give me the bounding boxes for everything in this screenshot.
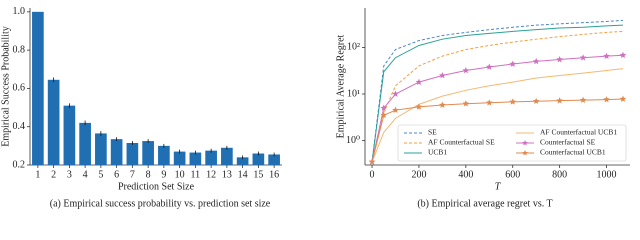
x-tick-label: 3 — [67, 169, 72, 180]
x-tick-label: 15 — [253, 169, 263, 180]
star-marker — [619, 95, 627, 102]
star-marker — [532, 97, 540, 105]
bar — [79, 122, 91, 165]
caption: (a) Empirical success probability vs. pr… — [50, 198, 271, 209]
x-tick-label: 14 — [238, 169, 248, 180]
star-marker — [509, 98, 517, 105]
bar — [32, 11, 44, 165]
bar — [221, 147, 233, 165]
y-tick-label: 0.2 — [13, 159, 26, 170]
bar — [268, 154, 280, 165]
star-marker — [532, 57, 540, 65]
legend-label: AF Counterfactual SE — [428, 138, 495, 147]
bar — [63, 105, 76, 165]
y-tick-label: 0.8 — [13, 44, 26, 55]
y-axis-label: Empirical Success Probability — [0, 26, 11, 147]
y-axis-label: Empirical Average Regret — [335, 34, 346, 138]
star-marker — [509, 60, 517, 67]
bar — [173, 151, 186, 165]
x-axis-label: T — [495, 181, 502, 192]
bar — [47, 79, 60, 165]
legend-label: Counterfactual SE — [540, 138, 596, 147]
bar — [189, 152, 202, 165]
x-tick-label: 9 — [161, 169, 166, 180]
star-marker — [603, 52, 610, 59]
bar — [95, 133, 107, 165]
x-tick-label: 5 — [98, 169, 103, 180]
x-tick-label: 200 — [411, 169, 426, 180]
legend-label: UCB1 — [428, 148, 447, 157]
star-marker — [462, 100, 470, 107]
star-marker — [392, 90, 399, 97]
caption: (b) Empirical average regret vs. T — [417, 198, 552, 209]
star-marker — [439, 71, 446, 79]
legend-label: SE — [428, 128, 437, 137]
star-marker — [415, 103, 423, 110]
x-tick-label: 800 — [552, 169, 567, 180]
star-marker — [603, 96, 610, 103]
y-tick-label: 0.4 — [13, 121, 26, 132]
star-marker — [462, 66, 470, 74]
x-tick-label: 4 — [83, 169, 88, 180]
x-tick-label: 13 — [222, 169, 232, 180]
x-tick-label: 400 — [458, 169, 473, 180]
star-marker — [556, 97, 563, 104]
star-marker — [619, 51, 627, 59]
x-tick-label: 12 — [206, 169, 216, 180]
bar — [236, 157, 249, 165]
legend-marker — [522, 150, 528, 156]
star-marker — [415, 78, 423, 85]
star-marker — [579, 96, 587, 103]
star-marker — [380, 104, 388, 111]
bar — [252, 153, 265, 165]
x-tick-label: 10 — [175, 169, 185, 180]
y-tick-label: 10¹ — [347, 88, 360, 99]
series-line — [371, 24, 623, 162]
x-tick-label: 16 — [269, 169, 279, 180]
star-marker — [439, 101, 446, 108]
bar — [126, 142, 139, 165]
x-tick-label: 11 — [191, 169, 201, 180]
bar — [142, 141, 154, 165]
bar — [158, 145, 170, 165]
figure: 0.2 0.4 0.6 0.8 1.0 Prediction Set Size Empiri… — [0, 6, 630, 209]
x-tick-label: 1 — [35, 169, 40, 180]
star-marker — [579, 54, 587, 61]
legend-box — [397, 124, 627, 162]
x-tick-label: 600 — [505, 169, 520, 180]
y-tick-label: 0.6 — [13, 83, 26, 94]
x-tick-label: 2 — [51, 169, 56, 180]
star-marker — [368, 158, 376, 165]
star-marker — [556, 56, 563, 63]
series-line — [371, 19, 623, 162]
star-marker — [485, 63, 493, 70]
x-tick-label: 1000 — [597, 169, 617, 180]
star-marker — [380, 111, 388, 119]
series-line — [371, 68, 624, 163]
legend-marker — [522, 140, 528, 146]
x-tick-label: 7 — [130, 169, 135, 180]
x-tick-label: 0 — [370, 169, 375, 180]
star-marker — [485, 99, 493, 106]
legend-label: Counterfactual UCB1 — [540, 148, 606, 157]
bar — [110, 139, 123, 165]
y-tick-label: 10² — [347, 42, 360, 53]
bar — [205, 150, 217, 165]
star-marker — [392, 106, 399, 114]
legend-label: AF Counterfactual UCB1 — [540, 128, 617, 137]
x-tick-label: 6 — [114, 169, 119, 180]
x-axis-label: Prediction Set Size — [118, 181, 195, 192]
x-tick-label: 8 — [146, 169, 151, 180]
y-tick-label: 1.0 — [13, 6, 26, 17]
y-tick-label: 10⁰ — [346, 135, 360, 146]
